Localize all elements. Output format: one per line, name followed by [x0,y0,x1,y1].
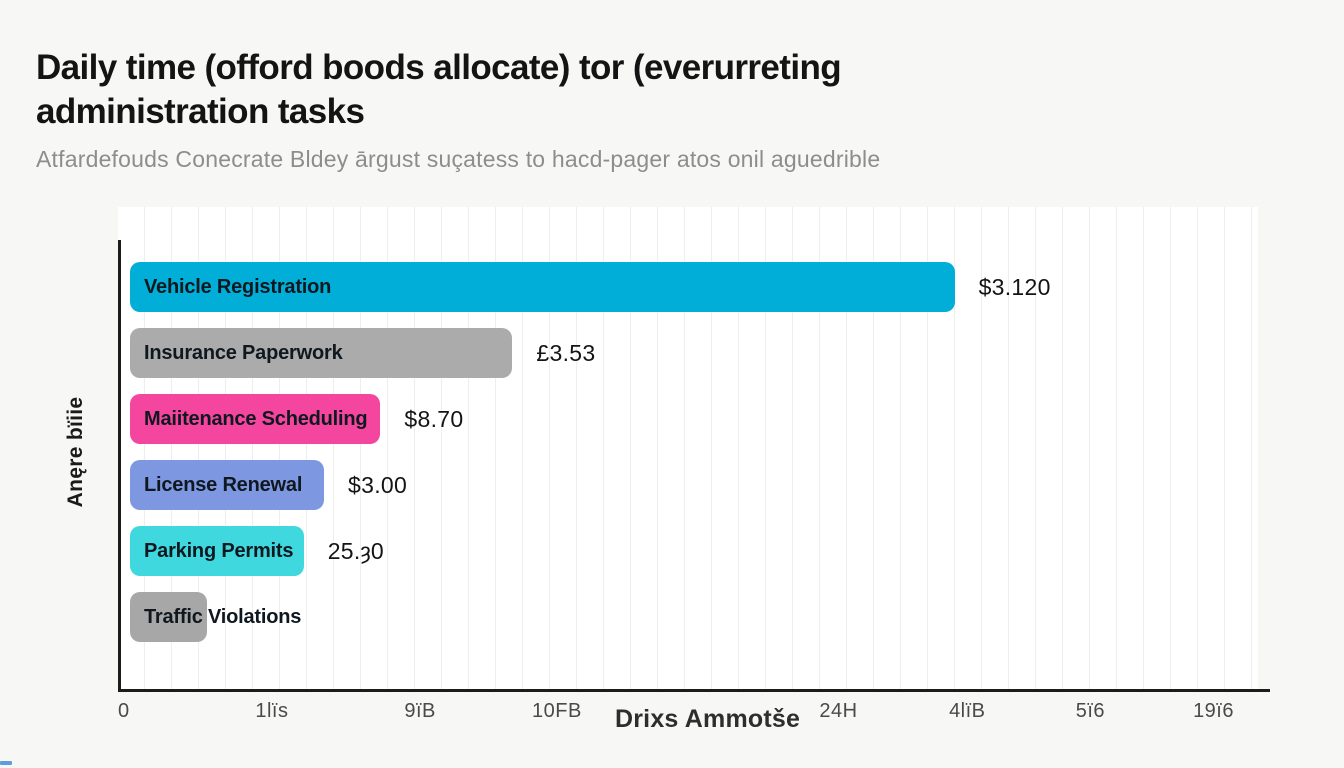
x-axis-tick-label: 1lïs [255,700,289,722]
page-title: Daily time (offord boods allocate) tor (… [36,46,1306,134]
x-axis-tick-label: 9ïB [404,700,436,722]
bar: Vehicle Registration [130,262,955,312]
bar-category-label: Parking Permits [144,539,294,562]
page-title-line2: administration tasks [36,92,365,131]
bar-category-label: Maiitenance Scheduling [144,407,368,430]
bar-value-label: 25.ȝ0 [327,537,385,564]
chart-header: Daily time (offord boods allocate) tor (… [36,46,1306,173]
x-axis-title: Drixs Ammotše [615,705,801,733]
bar: License Renewal [130,460,325,510]
bar-value-label: $8.70 [404,405,464,432]
page-title-line1: Daily time (offord boods allocate) tor (… [36,48,842,87]
page-subtitle: Atfardefouds Conecrate Bldey ārgust suça… [36,146,881,172]
bar: Maiitenance Scheduling [130,394,381,444]
x-axis-tick-label: 24H [819,700,858,722]
bar-value-label: $3.120 [978,273,1051,300]
x-axis-tick-label: 4lïB [949,700,986,722]
bar-row: Vehicle Registration $3.120 [130,262,1051,312]
chart-plot-area: Vehicle Registration $3.120 Insurance Pape… [118,207,1270,692]
bar-row: Traffic Violations [130,592,301,642]
y-axis-line [118,240,121,690]
x-axis-line [118,689,1270,692]
bar-row: Maiitenance Scheduling $8.70 [130,394,463,444]
x-axis-tick-label: 19ï6 [1193,700,1234,722]
bar-value-label: £3.53 [536,339,596,366]
bar-category-label: Insurance Paperwork [144,341,343,364]
x-axis-tick-label: 10FB [531,700,582,722]
bar-row: Parking Permits 25.ȝ0 [130,526,384,576]
bar: Parking Permits [130,526,304,576]
bar-value-label: $3.00 [348,471,408,498]
corner-artifact [0,761,12,765]
y-axis-title: Anęre bïiie [64,396,87,508]
x-axis-tick-label: 0 [118,700,130,722]
x-axis-tick-label: 5ï6 [1075,700,1106,722]
bar-category-label: Vehicle Registration [144,275,332,298]
bar: Insurance Paperwork [130,328,513,378]
bar-row: License Renewal $3.00 [130,460,407,510]
bar-category-label: Traffic Violations [144,605,302,628]
bar-category-label: License Renewal [144,473,303,496]
bar-row: Insurance Paperwork £3.53 [130,328,595,378]
bar: Traffic Violations [130,592,301,642]
